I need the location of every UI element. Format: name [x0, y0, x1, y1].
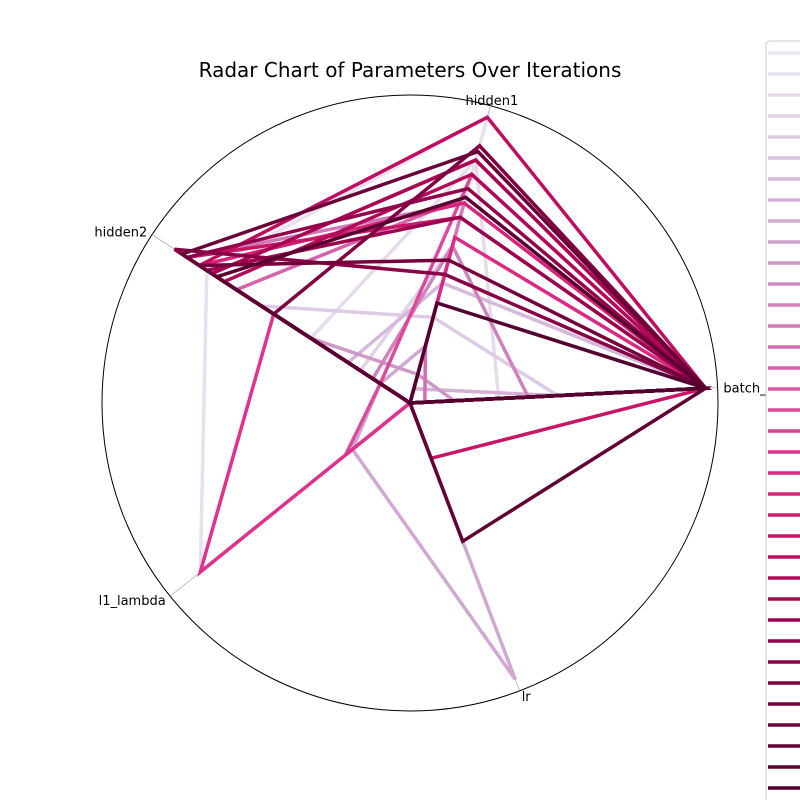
axis-label-lr: lr [522, 690, 532, 705]
axis-label-hidden2: hidden2 [94, 226, 147, 241]
axis-label-l1-lambda: l1_lambda [99, 594, 166, 609]
series-line-36 [407, 300, 707, 405]
series-layer [173, 113, 713, 681]
legend-frame [765, 40, 800, 800]
polar-frame [101, 94, 719, 712]
legend-entries [768, 51, 800, 790]
chart-title: Radar Chart of Parameters Over Iteration… [199, 58, 622, 82]
legend [765, 40, 800, 800]
axis-label-hidden1: hidden1 [465, 94, 518, 109]
